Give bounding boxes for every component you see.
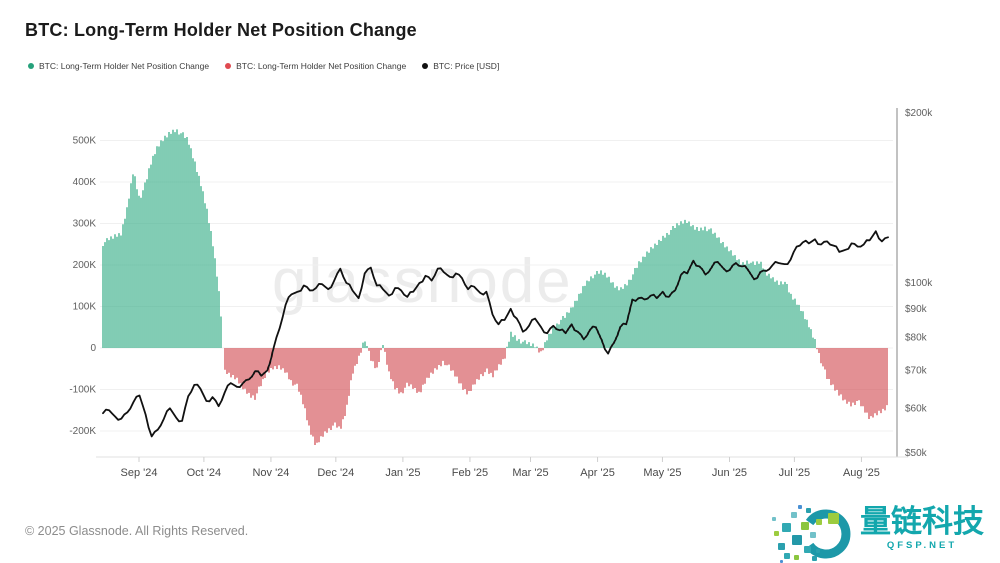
x-axis-month-label: Jul '25 <box>779 467 810 479</box>
logo-mosaic-square <box>801 522 809 530</box>
lth-positive-bars <box>102 129 816 348</box>
right-axis-tick-label: $200k <box>905 108 933 119</box>
logo-mosaic-square <box>774 531 779 536</box>
left-axis-tick-label: -200K <box>69 426 96 437</box>
right-axis-tick-label: $60k <box>905 403 928 414</box>
x-axis-month-label: Feb '25 <box>452 467 488 479</box>
logo-text-block: 量链科技 QFSP.NET <box>860 504 984 552</box>
right-axis-tick-label: $80k <box>905 333 928 344</box>
legend-item-lth-negative[interactable]: BTC: Long-Term Holder Net Position Chang… <box>225 61 406 71</box>
left-axis-tick-label: 500K <box>73 136 97 147</box>
right-axis-tick-label: $50k <box>905 448 928 459</box>
x-axis-month-label: Jun '25 <box>712 467 747 479</box>
chart-legend: BTC: Long-Term Holder Net Position Chang… <box>28 61 499 71</box>
legend-item-price[interactable]: BTC: Price [USD] <box>422 61 499 71</box>
logo-mosaic-square <box>810 532 816 538</box>
legend-item-lth-positive[interactable]: BTC: Long-Term Holder Net Position Chang… <box>28 61 209 71</box>
logo-brand-text: 量链科技 <box>860 504 984 539</box>
mosaic-circle-logo-icon <box>772 505 851 563</box>
logo-crescent <box>805 509 851 559</box>
black-dot-icon <box>422 63 429 69</box>
right-axis-tick-label: $70k <box>905 365 928 376</box>
logo-mosaic-square <box>816 519 822 525</box>
legend-label: BTC: Price [USD] <box>433 61 500 71</box>
red-dot-icon <box>225 63 232 69</box>
left-axis-tick-label: 300K <box>73 219 97 230</box>
logo-mosaic-square <box>816 549 820 553</box>
legend-label: BTC: Long-Term Holder Net Position Chang… <box>236 61 407 71</box>
left-axis-tick-label: 400K <box>73 177 97 188</box>
left-axis-tick-label: 0 <box>90 343 96 354</box>
logo-mosaic-square <box>791 512 797 518</box>
x-axis-month-label: Dec '24 <box>317 467 354 479</box>
right-axis-tick-label: $90k <box>905 304 928 315</box>
logo-mosaic-square <box>798 505 802 509</box>
qfsp-logo[interactable]: 量链科技 QFSP.NET <box>772 505 984 563</box>
lth-negative-bars <box>224 348 888 445</box>
logo-mosaic-square <box>828 513 839 524</box>
x-axis-month-label: Nov '24 <box>252 467 289 479</box>
logo-mosaic-square <box>806 508 811 513</box>
copyright-text: © 2025 Glassnode. All Rights Reserved. <box>25 524 249 538</box>
logo-mosaic-square <box>772 517 776 521</box>
x-axis-month-label: Jan '25 <box>385 467 420 479</box>
logo-mosaic-square <box>812 556 817 561</box>
left-axis-tick-label: 100K <box>73 302 97 313</box>
green-dot-icon <box>28 63 34 69</box>
logo-mosaic-square <box>778 543 785 550</box>
x-axis-month-label: Apr '25 <box>580 467 615 479</box>
x-axis-month-label: May '25 <box>643 467 681 479</box>
x-axis-month-label: Sep '24 <box>121 467 158 479</box>
btc-price-line <box>102 230 889 438</box>
x-axis-month-label: Oct '24 <box>187 467 222 479</box>
x-axis-month-label: Mar '25 <box>512 467 548 479</box>
left-axis-tick-label: 200K <box>73 260 97 271</box>
x-axis-month-label: Aug '25 <box>843 467 880 479</box>
page-title: BTC: Long-Term Holder Net Position Chang… <box>25 20 417 40</box>
logo-mosaic-square <box>804 546 811 553</box>
logo-domain-text: QFSP.NET <box>886 540 958 551</box>
logo-mosaic-square <box>794 555 799 560</box>
logo-mosaic-square <box>782 523 791 532</box>
legend-label: BTC: Long-Term Holder Net Position Chang… <box>39 61 210 71</box>
logo-mosaic-square <box>780 560 783 563</box>
right-axis-tick-label: $100k <box>905 278 933 289</box>
logo-mosaic-square <box>792 535 802 545</box>
logo-mosaic-square <box>784 553 790 559</box>
left-axis-tick-label: -100K <box>69 385 96 396</box>
